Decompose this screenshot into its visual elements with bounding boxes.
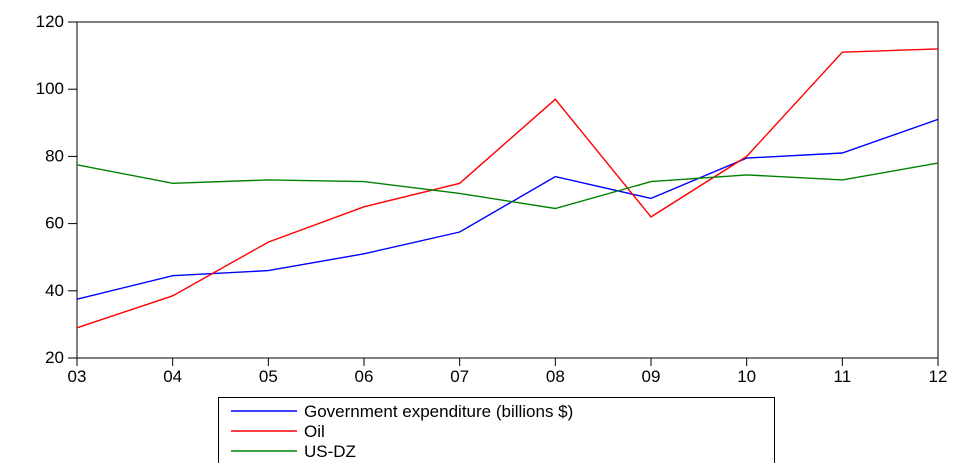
series-line-2 <box>76 48 939 329</box>
x-tick-label: 12 <box>929 367 948 386</box>
x-tick-label: 06 <box>355 367 374 386</box>
y-tick-label: 100 <box>36 79 64 98</box>
y-tick-label: 20 <box>45 348 64 367</box>
legend-label: Government expenditure (billions $) <box>304 402 573 421</box>
y-tick-label: 120 <box>36 12 64 31</box>
series-line-1 <box>76 118 939 300</box>
plot-area: 20 40 60 80 100 120 03 04 05 06 07 08 09 10 11 12 <box>36 12 948 386</box>
y-tick-label: 80 <box>45 146 64 165</box>
x-tick-label: 07 <box>450 367 469 386</box>
legend-label: US-DZ <box>304 442 356 461</box>
series-line-3 <box>76 162 939 210</box>
y-tick-label: 40 <box>45 281 64 300</box>
x-tick-label: 09 <box>642 367 661 386</box>
x-tick-label: 10 <box>737 367 756 386</box>
y-tick-label: 60 <box>45 214 64 233</box>
x-tick-label: 11 <box>834 367 852 386</box>
x-tick-label: 03 <box>68 367 87 386</box>
x-tick-label: 04 <box>163 367 182 386</box>
x-tick-label: 08 <box>546 367 565 386</box>
legend-box <box>218 397 775 463</box>
plot-frame <box>76 21 939 359</box>
legend: Government expenditure (billions $)OilUS… <box>218 397 775 463</box>
legend-label: Oil <box>304 422 325 441</box>
x-tick-label: 05 <box>259 367 278 386</box>
